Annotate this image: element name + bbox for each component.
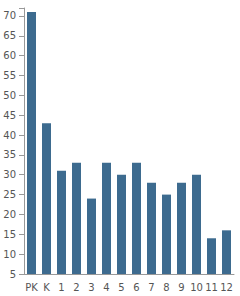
svg-text:5: 5 — [10, 269, 16, 280]
svg-text:3: 3 — [88, 282, 94, 293]
svg-text:1: 1 — [58, 282, 64, 293]
svg-text:50: 50 — [3, 90, 16, 101]
svg-text:65: 65 — [3, 30, 16, 41]
svg-text:2: 2 — [73, 282, 79, 293]
svg-text:10: 10 — [3, 249, 16, 260]
svg-text:9: 9 — [178, 282, 184, 293]
svg-text:40: 40 — [3, 130, 16, 141]
svg-text:25: 25 — [3, 189, 16, 200]
svg-text:11: 11 — [205, 282, 218, 293]
svg-text:20: 20 — [3, 209, 16, 220]
svg-text:30: 30 — [3, 169, 16, 180]
svg-text:PK: PK — [25, 282, 38, 293]
svg-text:5: 5 — [118, 282, 124, 293]
svg-text:10: 10 — [190, 282, 203, 293]
svg-text:70: 70 — [3, 10, 16, 21]
svg-text:4: 4 — [103, 282, 109, 293]
svg-text:12: 12 — [220, 282, 233, 293]
svg-text:K: K — [43, 282, 50, 293]
svg-text:60: 60 — [3, 50, 16, 61]
svg-text:35: 35 — [3, 149, 16, 160]
svg-text:45: 45 — [3, 110, 16, 121]
svg-text:55: 55 — [3, 70, 16, 81]
svg-text:8: 8 — [163, 282, 169, 293]
svg-text:15: 15 — [3, 229, 16, 240]
svg-text:6: 6 — [133, 282, 139, 293]
svg-text:7: 7 — [148, 282, 154, 293]
